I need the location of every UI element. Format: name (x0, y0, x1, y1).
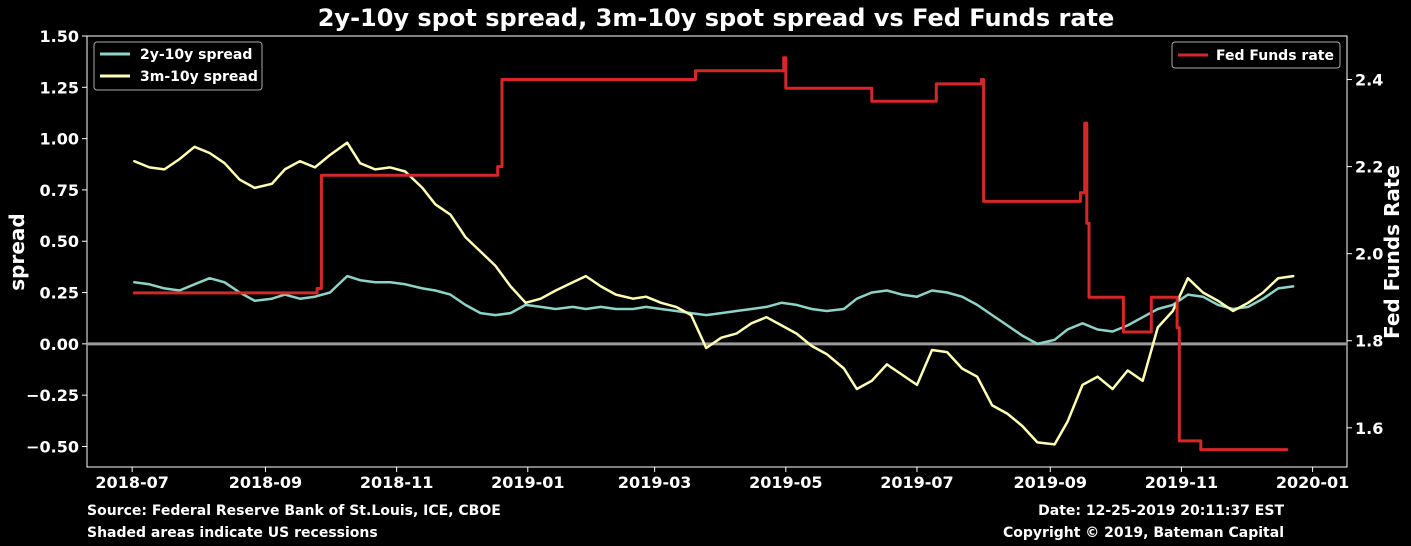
footer-date: Date: 12-25-2019 20:11:37 EST (1038, 503, 1284, 519)
y-tick-label: −0.50 (26, 437, 79, 456)
y-axis-label-right: Fed Funds Rate (1380, 165, 1404, 339)
legend-label-2y10y: 2y-10y spread (140, 47, 252, 63)
series-line-3m10y (133, 141, 1295, 446)
y-tick-label: 0.00 (40, 335, 79, 354)
y-tick-label-right: 1.8 (1355, 332, 1383, 351)
legend-label-fedfunds: Fed Funds rate (1216, 48, 1334, 64)
y-axis-right: 2.4 2.2 2.0 1.8 1.6 (1347, 71, 1383, 438)
y-tick-label-right: 2.0 (1355, 245, 1383, 264)
y-tick-label: 1.25 (40, 78, 79, 97)
footer-shaded: Shaded areas indicate US recessions (87, 525, 378, 541)
y-axis-left: 1.50 1.25 1.00 0.75 0.50 0.25 0.00 −0.25 −0.50 (26, 27, 87, 456)
footer-source: Source: Federal Reserve Bank of St.Louis… (87, 503, 501, 519)
x-tick-label: 2018-09 (229, 473, 302, 492)
legend-label-3m10y: 3m-10y spread (140, 69, 258, 85)
y-tick-label: 1.00 (40, 130, 79, 149)
y-tick-label: −0.25 (26, 386, 79, 405)
legend-right: Fed Funds rate (1171, 41, 1341, 69)
x-tick-label: 2019-05 (749, 473, 822, 492)
chart-title: 2y-10y spot spread, 3m-10y spot spread v… (318, 4, 1115, 32)
y-axis-label-left: spread (5, 213, 29, 290)
series-line-fedfunds (132, 56, 1289, 452)
y-tick-label: 0.75 (40, 181, 79, 200)
x-tick-label: 2019-03 (618, 473, 691, 492)
y-tick-label-right: 1.6 (1355, 419, 1383, 438)
plot-area (86, 35, 1348, 468)
x-tick-label: 2019-09 (1014, 473, 1087, 492)
x-tick-label: 2019-07 (880, 473, 953, 492)
x-axis: 2018-07 2018-09 2018-11 2019-01 2019-03 2019-… (95, 467, 1349, 492)
y-tick-label: 1.50 (40, 27, 79, 46)
y-tick-label: 0.50 (40, 232, 79, 251)
x-tick-label: 2019-01 (491, 473, 564, 492)
series-line-2y10y (133, 274, 1295, 346)
x-tick-label: 2019-11 (1145, 473, 1218, 492)
y-tick-label-right: 2.4 (1355, 71, 1383, 90)
x-tick-label: 2018-11 (360, 473, 433, 492)
legend-left: 2y-10y spread 3m-10y spread (93, 41, 263, 91)
footer-copyright: Copyright © 2019, Bateman Capital (1003, 525, 1284, 541)
x-tick-label: 2018-07 (95, 473, 168, 492)
y-tick-label: 0.25 (40, 284, 79, 303)
x-tick-label: 2020-01 (1276, 473, 1349, 492)
y-tick-label-right: 2.2 (1355, 158, 1383, 177)
series-group (87, 56, 1347, 452)
